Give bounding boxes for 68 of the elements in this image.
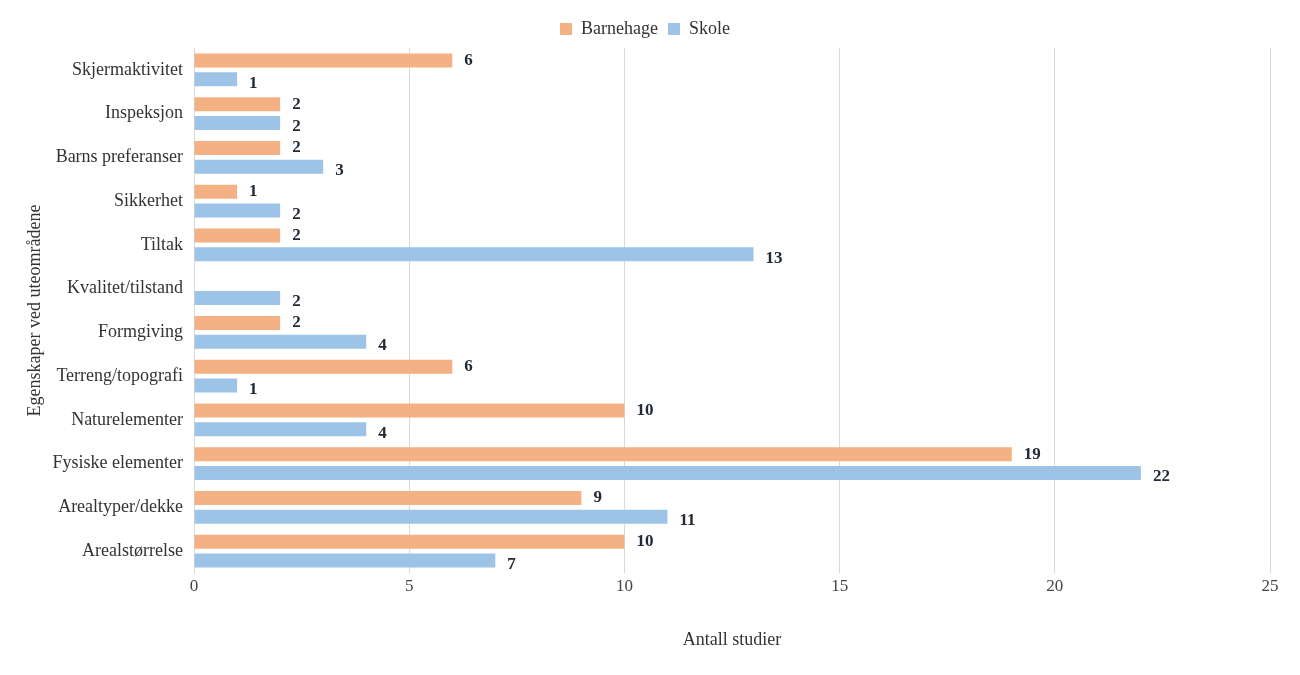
data-label: 3	[335, 160, 344, 180]
y-tick-label: Skjermaktivitet	[72, 58, 184, 79]
bar	[194, 509, 668, 524]
bar	[194, 403, 625, 418]
legend-label: Skole	[688, 17, 730, 38]
bar	[194, 553, 496, 568]
data-label: 6	[464, 49, 473, 69]
y-tick-label: Arealtyper/dekke	[58, 496, 184, 517]
data-label: 7	[507, 553, 517, 573]
data-label: 6	[464, 356, 473, 376]
data-label: 13	[765, 247, 783, 267]
bar	[194, 115, 281, 130]
y-tick-label: Kvalitet/tilstand	[67, 277, 184, 298]
data-label: 1	[249, 181, 258, 201]
legend-label: Barnehage	[581, 17, 658, 38]
y-tick-label: Barns preferanser	[55, 146, 184, 167]
bar	[194, 422, 367, 437]
bar	[194, 203, 281, 218]
bar	[194, 184, 238, 199]
bar	[194, 97, 281, 112]
data-label: 11	[679, 510, 696, 530]
bar	[194, 247, 754, 262]
data-label: 2	[292, 203, 301, 223]
x-tick-label: 10	[615, 575, 633, 595]
data-label: 2	[292, 291, 301, 311]
bar	[194, 53, 453, 68]
bar	[194, 534, 625, 549]
data-label: 22	[1152, 466, 1170, 486]
y-tick-label: Formgiving	[98, 321, 184, 342]
y-tick-label: Terreng/topografi	[56, 364, 184, 385]
data-label: 2	[292, 116, 301, 136]
data-label: 2	[292, 137, 301, 157]
bar	[194, 72, 238, 87]
data-label: 9	[593, 487, 602, 507]
data-label: 10	[636, 399, 654, 419]
data-label: 1	[249, 378, 258, 398]
bar	[194, 447, 1012, 462]
bar	[194, 465, 1141, 480]
y-tick-label: Naturelementer	[71, 408, 184, 429]
data-label: 2	[292, 312, 301, 332]
x-tick-label: 15	[831, 575, 849, 595]
bar	[194, 159, 324, 174]
bar	[194, 378, 238, 393]
y-tick-label: Tiltak	[140, 233, 184, 254]
y-tick-label: Fysiske elementer	[52, 452, 184, 473]
y-tick-label: Arealstørrelse	[82, 539, 184, 560]
data-label: 4	[378, 422, 388, 442]
x-tick-label: 5	[405, 575, 414, 595]
x-axis-title: Antall studier	[682, 628, 782, 649]
bar	[194, 316, 281, 331]
x-tick-label: 25	[1261, 575, 1279, 595]
y-axis-title: Egenskaper ved uteområdene	[23, 204, 44, 417]
data-label: 4	[378, 335, 388, 355]
bar	[194, 491, 582, 506]
x-tick-label: 20	[1046, 575, 1064, 595]
data-label: 2	[292, 224, 301, 244]
data-label: 2	[292, 93, 301, 113]
data-label: 19	[1023, 443, 1041, 463]
y-tick-label: Inspeksjon	[105, 102, 184, 123]
bar	[194, 290, 281, 305]
bar	[194, 228, 281, 243]
data-label: 1	[249, 72, 258, 92]
bar	[194, 141, 281, 156]
x-tick-label: 0	[189, 575, 199, 595]
data-label: 10	[636, 531, 654, 551]
bar	[194, 334, 367, 349]
bar	[194, 359, 453, 374]
y-tick-label: Sikkerhet	[114, 189, 184, 210]
